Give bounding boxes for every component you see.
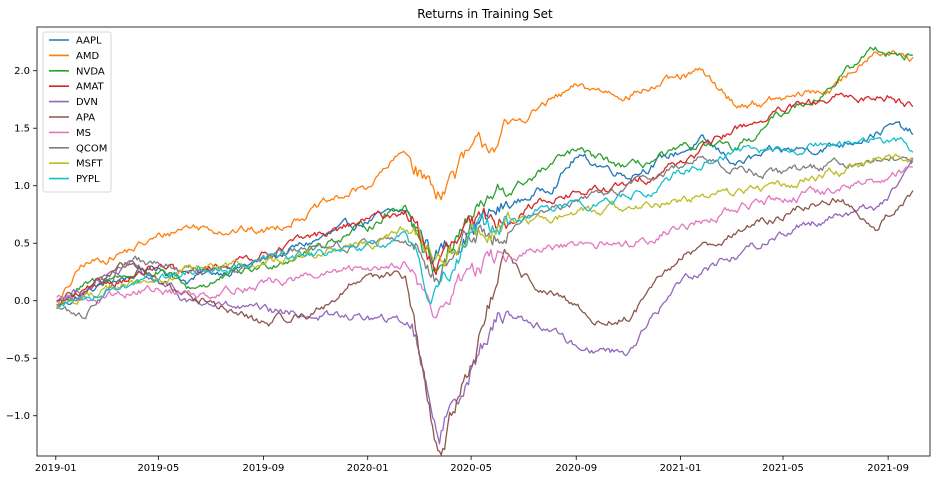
x-tick-label: 2020-09 <box>555 463 597 474</box>
series-lines <box>56 46 914 456</box>
series-line-amat <box>56 92 914 308</box>
y-tick-label: 1.0 <box>14 181 30 192</box>
series-line-apa <box>56 190 914 456</box>
legend-label-msft: MSFT <box>76 159 104 170</box>
x-tick-label: 2019-09 <box>243 463 285 474</box>
legend-label-amd: AMD <box>76 51 99 62</box>
x-tick-label: 2019-05 <box>137 463 179 474</box>
legend-label-amat: AMAT <box>76 82 105 93</box>
legend-label-apa: APA <box>76 113 95 124</box>
series-line-qcom <box>56 155 914 320</box>
x-tick-label: 2020-05 <box>450 463 492 474</box>
x-tick-label: 2020-01 <box>347 463 389 474</box>
x-tick-label: 2021-05 <box>762 463 804 474</box>
series-line-amd <box>56 50 914 310</box>
legend-label-dvn: DVN <box>76 97 98 108</box>
series-line-pypl <box>56 136 914 310</box>
x-tick-label: 2021-09 <box>867 463 909 474</box>
legend-label-aapl: AAPL <box>76 36 102 47</box>
legend-label-ms: MS <box>76 128 91 139</box>
legend: AAPL AMD NVDA AMAT DVN APA MS QCOM MSFT PYPL <box>42 31 112 193</box>
y-tick-label: 1.5 <box>14 124 30 135</box>
series-line-nvda <box>56 46 914 302</box>
y-tick-label: 0.0 <box>14 296 30 307</box>
legend-box <box>42 31 112 193</box>
axes: 2019-01 2019-05 2019-09 2020-01 2020-05 2020-… <box>6 26 931 474</box>
legend-label-pypl: PYPL <box>76 174 100 185</box>
y-tick-label: −0.5 <box>6 354 30 365</box>
legend-label-qcom: QCOM <box>76 143 107 154</box>
y-tick-label: 2.0 <box>14 66 30 77</box>
chart-title: Returns in Training Set <box>417 7 553 21</box>
legend-label-nvda: NVDA <box>76 66 105 77</box>
x-tick-label: 2019-01 <box>35 463 77 474</box>
x-tick-label: 2021-01 <box>660 463 702 474</box>
plot-frame <box>36 26 931 457</box>
y-tick-label: 0.5 <box>14 239 30 250</box>
series-line-ms <box>56 166 913 319</box>
y-tick-label: −1.0 <box>6 411 30 422</box>
